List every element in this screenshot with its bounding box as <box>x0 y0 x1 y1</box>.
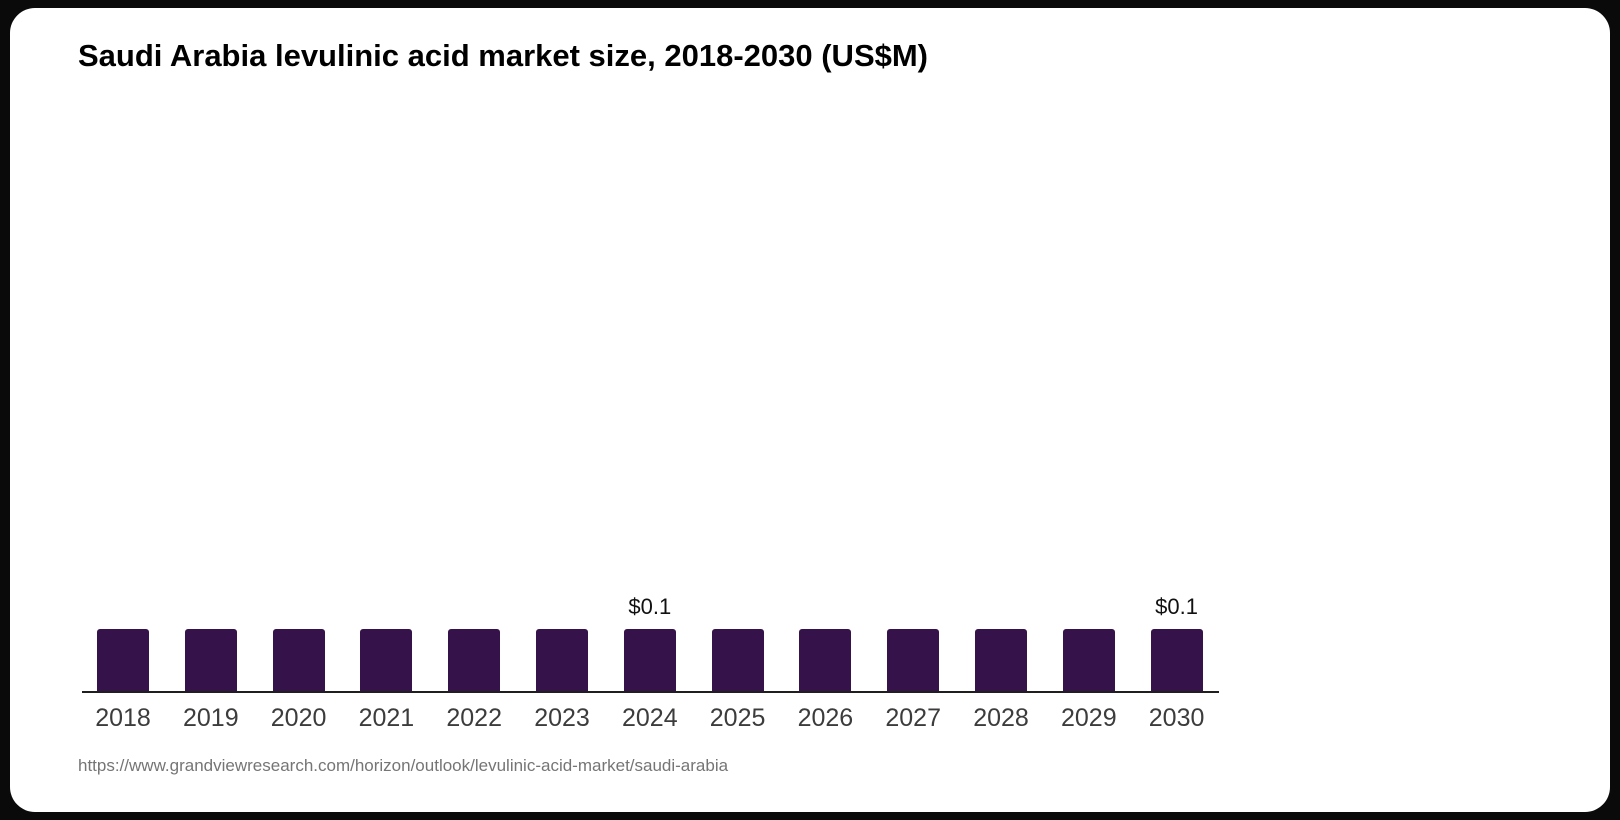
plot-area: 2018 2019 2020 2021 2022 2023 $0.1 2024 2025 2026… <box>95 568 1237 732</box>
x-tick-label-2026: 2026 <box>797 704 854 732</box>
x-tick-label-2019: 2019 <box>182 704 239 732</box>
bar-column-2028: 2028 <box>973 568 1029 732</box>
bar-2021 <box>360 629 413 691</box>
bar-2018 <box>97 629 149 691</box>
chart-title: Saudi Arabia levulinic acid market size,… <box>78 38 929 73</box>
x-tick-label-2021: 2021 <box>358 704 415 732</box>
bar-2023 <box>536 629 588 691</box>
bar-2024 <box>623 629 676 691</box>
x-tick-label-2025: 2025 <box>709 704 766 732</box>
source-url: https://www.grandviewresearch.com/horizo… <box>78 756 729 775</box>
bar-2028 <box>975 629 1027 691</box>
x-tick-label-2018: 2018 <box>95 704 151 732</box>
value-label-2024: $0.1 <box>628 594 672 619</box>
bar-column-2018: 2018 <box>95 568 151 732</box>
bar-column-2024: $0.1 2024 <box>622 568 678 732</box>
x-tick-label-2030: 2030 <box>1148 704 1205 732</box>
bar-column-2022: 2022 <box>446 568 502 732</box>
bar-column-2019: 2019 <box>183 568 239 732</box>
bar-column-2020: 2020 <box>271 568 326 732</box>
bar-2027 <box>887 629 940 691</box>
x-tick-label-2024: 2024 <box>621 704 678 732</box>
x-tick-label-2028: 2028 <box>973 704 1029 732</box>
bar-2019 <box>184 629 237 691</box>
bar-column-2025: 2025 <box>710 568 765 732</box>
bar-2020 <box>272 629 325 691</box>
x-tick-label-2027: 2027 <box>885 704 941 732</box>
bar-2026 <box>799 629 852 691</box>
bar-column-2027: 2027 <box>885 568 941 732</box>
bar-2025 <box>711 629 764 691</box>
bar-2022 <box>448 629 501 691</box>
bar-2029 <box>1062 629 1115 691</box>
x-tick-label-2020: 2020 <box>270 704 327 732</box>
bar-column-2030: $0.1 2030 <box>1149 568 1205 732</box>
value-label-2030: $0.1 <box>1155 594 1198 619</box>
bar-column-2026: 2026 <box>798 568 853 732</box>
x-tick-label-2022: 2022 <box>446 704 502 732</box>
chart-card: Saudi Arabia levulinic acid market size,… <box>10 8 1610 812</box>
bar-column-2023: 2023 <box>534 568 590 732</box>
bar-column-2021: 2021 <box>359 568 414 732</box>
bar-2030 <box>1150 629 1203 691</box>
bar-column-2029: 2029 <box>1061 568 1117 732</box>
x-tick-label-2029: 2029 <box>1060 704 1117 732</box>
x-axis-line <box>82 691 1219 693</box>
x-tick-label-2023: 2023 <box>534 704 590 732</box>
